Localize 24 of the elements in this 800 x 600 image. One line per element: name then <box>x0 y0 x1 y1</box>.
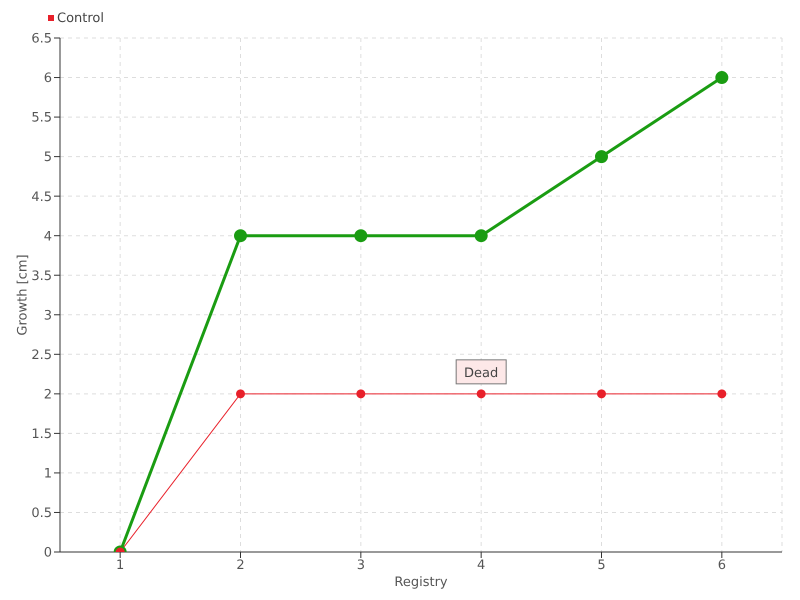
y-tick-label: 4 <box>44 229 52 244</box>
y-tick-label: 1 <box>44 466 52 482</box>
y-tick-label: 0 <box>44 546 52 561</box>
x-tick-label: 4 <box>477 558 486 574</box>
y-tick-label: 0.5 <box>31 506 52 522</box>
y-tick-label: 3 <box>44 308 52 324</box>
y-tick-label: 3.5 <box>31 268 52 284</box>
legend-label: Control <box>56 10 104 28</box>
y-tick-label: 2.5 <box>31 348 52 363</box>
x-axis-title: Registry <box>394 575 448 590</box>
y-tick-label: 1.5 <box>31 427 52 442</box>
y-axis-title: Growth [cm] <box>16 254 31 336</box>
y-tick-label: 5.5 <box>31 110 52 126</box>
y-tick-label: 6 <box>44 71 52 86</box>
x-tick-label: 1 <box>116 558 124 574</box>
x-tick-label: 3 <box>356 558 365 574</box>
y-tick-label: 5 <box>44 150 52 166</box>
x-tick-label: 2 <box>236 558 245 574</box>
annotation: Dead <box>464 366 498 381</box>
x-tick-label: 5 <box>597 558 606 574</box>
y-tick-label: 4.5 <box>31 190 52 205</box>
y-tick-label: 2 <box>44 387 52 402</box>
y-tick-label: 6.5 <box>31 32 52 47</box>
x-tick-label: 6 <box>718 558 726 574</box>
